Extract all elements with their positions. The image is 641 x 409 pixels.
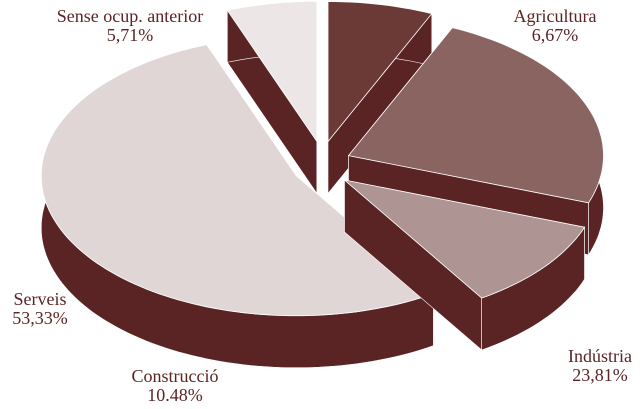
slice-label: Indústria [568,346,632,366]
slice-label: Sense ocup. anterior [57,6,203,26]
slice-label: Agricultura [514,6,597,26]
slice [226,0,318,195]
slice-label: Construcció [132,366,219,386]
slice-value-label: 23,81% [572,365,628,385]
slice-top [343,179,586,299]
slice-value-label: 6,67% [532,25,579,45]
slice-value-label: 5,71% [107,25,154,45]
slice-label: Serveis [14,289,67,309]
slice [343,179,586,351]
slice-top [327,1,433,143]
slice-top [226,0,318,143]
slice-value-label: 53,33% [12,308,68,328]
slice-top [40,44,435,317]
slice-top [347,27,604,204]
slice-value-label: 10.48% [147,385,203,405]
slice [40,43,435,369]
